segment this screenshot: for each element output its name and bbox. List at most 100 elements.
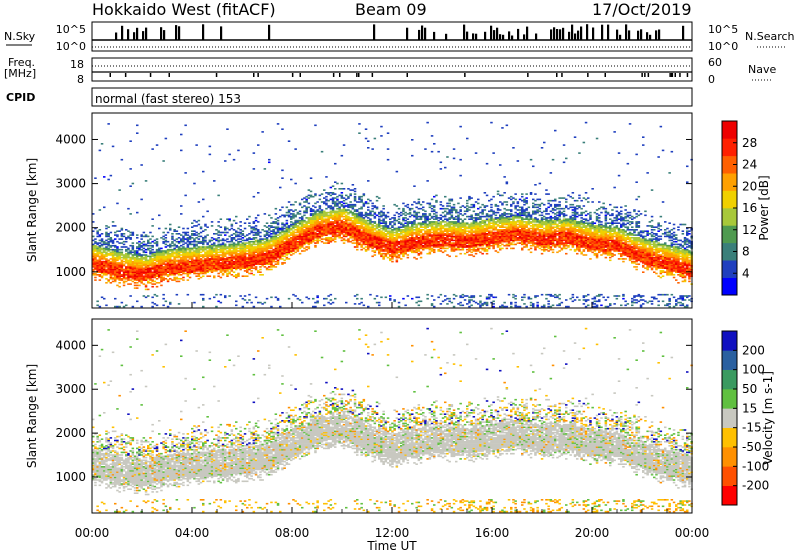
power-cell — [441, 234, 445, 236]
power-cell — [452, 305, 456, 308]
power-cell — [193, 233, 196, 235]
power-cell — [364, 231, 368, 234]
power-cell — [136, 247, 139, 250]
power-cell — [120, 259, 124, 262]
power-cell — [191, 260, 194, 263]
power-cell — [149, 267, 152, 269]
power-cell — [457, 233, 460, 235]
power-cell — [461, 246, 465, 248]
power-cell — [301, 221, 304, 223]
power-cell — [360, 223, 363, 226]
power-cell — [210, 252, 214, 255]
power-cell — [314, 217, 317, 219]
power-cell — [182, 235, 185, 238]
power-cell — [349, 203, 352, 206]
power-cell — [142, 268, 146, 271]
power-cell — [380, 233, 383, 235]
power-cell — [241, 250, 245, 252]
power-cell — [171, 250, 174, 252]
power-cell — [367, 240, 370, 243]
power-cell — [334, 201, 337, 203]
power-cell — [224, 244, 227, 247]
power-cell — [461, 231, 465, 234]
power-cell — [340, 225, 344, 227]
power-cell — [149, 244, 152, 247]
power-cell — [100, 268, 104, 271]
power-cell — [232, 242, 236, 244]
power-cell — [402, 230, 405, 232]
power-cell — [360, 219, 363, 222]
power-cell — [301, 235, 304, 238]
power-cell — [279, 215, 282, 218]
power-cell — [122, 278, 126, 280]
power-cell — [340, 231, 344, 234]
power-cell — [301, 218, 304, 220]
power-cell — [345, 229, 348, 231]
power-cell — [188, 258, 192, 260]
power-cell — [338, 223, 341, 226]
power-cell — [329, 303, 333, 305]
noise-bar — [562, 27, 565, 40]
power-cell — [367, 147, 370, 149]
power-cell — [468, 300, 471, 303]
power-cell — [290, 246, 293, 248]
power-cell — [461, 237, 465, 239]
power-cell — [144, 267, 148, 269]
power-cell — [450, 222, 454, 224]
power-cell — [301, 217, 304, 219]
power-cell — [386, 244, 390, 247]
power-cell — [235, 276, 238, 279]
power-cell — [279, 186, 282, 189]
power-cell — [175, 267, 179, 269]
power-cell — [323, 223, 326, 226]
power-cell — [439, 217, 443, 219]
power-cell — [232, 252, 236, 255]
power-cell — [153, 263, 157, 265]
power-cell — [182, 240, 185, 243]
power-cell — [182, 246, 185, 248]
power-cell — [424, 214, 427, 217]
power-cell — [325, 225, 328, 227]
power-cell — [246, 267, 249, 269]
power-cell — [246, 271, 249, 273]
power-cell — [468, 247, 471, 250]
power-cell — [239, 247, 242, 250]
power-cell — [248, 264, 251, 267]
power-cell — [367, 198, 370, 201]
power-cell — [166, 248, 170, 251]
power-cell — [276, 262, 280, 264]
power-cell — [384, 222, 388, 224]
power-cell — [281, 230, 284, 232]
power-cell — [468, 218, 471, 220]
power-cell — [100, 264, 104, 267]
power-cell — [250, 260, 253, 263]
power-cell — [389, 242, 392, 244]
power-cell — [290, 215, 293, 218]
power-cell — [217, 263, 220, 265]
power-cell — [349, 231, 352, 234]
power-cell — [274, 238, 278, 240]
power-cell — [204, 259, 207, 262]
power-cell — [197, 235, 201, 238]
power-cell — [463, 206, 467, 209]
power-cell — [318, 207, 322, 210]
power-cell — [415, 202, 418, 205]
power-cell — [358, 207, 361, 210]
power-cell — [294, 148, 297, 150]
power-cell — [303, 247, 306, 250]
power-cell — [140, 275, 143, 277]
power-cell — [347, 222, 350, 224]
power-cell — [448, 221, 451, 223]
power-cell — [186, 266, 190, 268]
power-cell — [336, 223, 339, 226]
power-cell — [107, 248, 110, 251]
power-cell — [114, 234, 117, 236]
power-cell — [340, 223, 344, 226]
power-cell — [296, 229, 300, 231]
power-cell — [389, 240, 392, 243]
power-cell — [364, 238, 368, 240]
power-cell — [362, 237, 366, 239]
power-cell — [406, 238, 410, 240]
power-cell — [259, 231, 262, 234]
freq-mark — [527, 73, 529, 77]
